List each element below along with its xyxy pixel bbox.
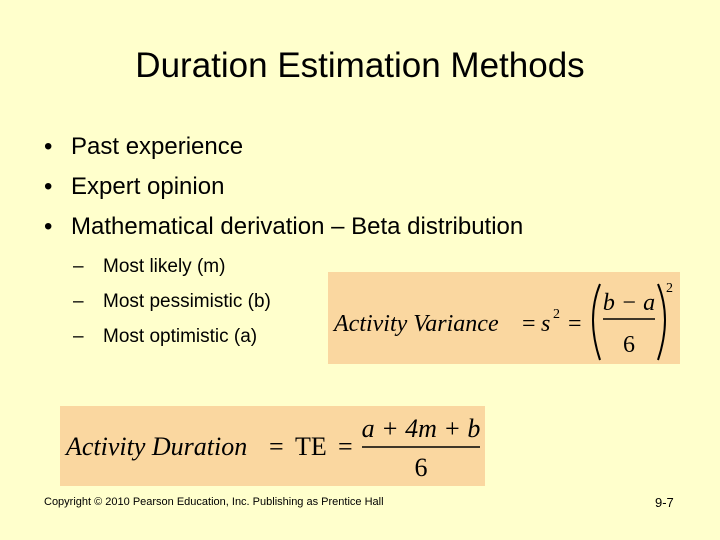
fraction-numerator: b − a — [603, 290, 655, 316]
page-number: 9-7 — [655, 495, 674, 510]
variance-label: Activity Variance — [332, 311, 499, 337]
sub-bullet-item: – Most likely (m) — [73, 256, 226, 277]
fraction-denominator: 6 — [623, 332, 635, 358]
variance-symbol: s — [541, 311, 550, 337]
equals-sign: = — [338, 432, 353, 461]
sub-bullet-text: Most likely (m) — [103, 256, 226, 277]
outer-exponent: 2 — [666, 281, 673, 296]
bullet-item: • Past experience — [44, 133, 244, 160]
sub-bullet-text: Most pessimistic (b) — [103, 291, 271, 312]
duration-label: Activity Duration — [64, 432, 247, 461]
te-symbol: TE — [295, 432, 327, 461]
bullet-text: Mathematical derivation – Beta distribut… — [71, 213, 524, 240]
equals-sign: = — [522, 311, 536, 337]
sub-bullet-text: Most optimistic (a) — [103, 326, 258, 347]
variance-formula: Activity Variance = s 2 = b − a 6 2 — [328, 272, 680, 364]
left-paren — [592, 283, 601, 361]
bullet-text: Past experience — [71, 133, 244, 160]
variance-exponent: 2 — [553, 307, 560, 322]
bullet-item: • Mathematical derivation – Beta distribu… — [44, 213, 524, 240]
copyright-footer: Copyright © 2010 Pearson Education, Inc.… — [44, 496, 384, 508]
sub-bullet-list: – Most likely (m) – Most pessimistic (b) –… — [73, 253, 271, 358]
slide-title: Duration Estimation Methods — [135, 46, 585, 85]
fraction-numerator: a + 4m + b — [362, 414, 481, 443]
bullet-list: • Past experience • Expert opinion • Mathem… — [44, 130, 523, 250]
bullet-item: • Expert opinion — [44, 173, 225, 200]
duration-formula: Activity Duration = TE = a + 4m + b 6 — [60, 406, 485, 486]
equals-sign: = — [269, 432, 284, 461]
sub-bullet-item: – Most optimistic (a) — [73, 326, 258, 347]
sub-bullet-item: – Most pessimistic (b) — [73, 291, 271, 312]
right-paren — [657, 283, 666, 361]
fraction-denominator: 6 — [415, 453, 428, 482]
equals-sign: = — [568, 311, 582, 337]
bullet-text: Expert opinion — [71, 173, 225, 200]
